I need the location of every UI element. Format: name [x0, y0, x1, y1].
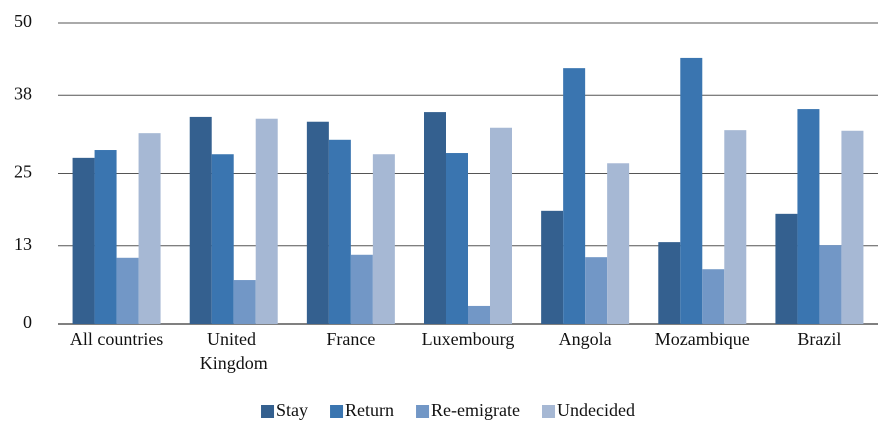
bar	[841, 130, 864, 324]
legend-label: Re-emigrate	[431, 400, 520, 420]
x-tick-label: All countries	[70, 329, 163, 349]
bar	[563, 68, 586, 325]
y-tick-label: 25	[14, 162, 32, 182]
bar	[211, 154, 234, 324]
bar	[702, 269, 725, 324]
bar	[116, 257, 139, 324]
bar	[658, 242, 681, 324]
bar	[680, 57, 703, 324]
legend-swatch	[542, 405, 556, 418]
bar	[724, 130, 747, 324]
legend-label: Undecided	[557, 400, 635, 420]
legend-swatch	[330, 405, 344, 418]
x-tick-label: Mozambique	[655, 329, 750, 349]
bar	[797, 109, 820, 324]
bar	[138, 133, 161, 324]
x-tick-label: Brazil	[797, 329, 841, 349]
legend-label: Stay	[276, 400, 308, 420]
x-tick-label: Angola	[559, 329, 612, 349]
bar	[490, 127, 512, 324]
legend-swatch	[416, 405, 430, 418]
bar	[541, 210, 564, 324]
bar	[819, 245, 842, 324]
x-tick-label: Luxembourg	[422, 329, 515, 349]
bar	[446, 153, 468, 324]
bar	[585, 257, 608, 324]
y-tick-label: 38	[14, 83, 32, 103]
legend-swatch	[261, 405, 275, 418]
bar	[72, 157, 95, 324]
bar	[350, 254, 373, 324]
bar	[94, 150, 117, 324]
y-tick-label: 0	[23, 312, 32, 332]
x-tick-label: United Kingdom	[200, 329, 268, 373]
legend-label: Return	[345, 400, 394, 420]
bar	[607, 163, 630, 324]
legend: Stay Return Re-emigrate Undecided	[261, 400, 635, 420]
bar	[328, 139, 351, 324]
x-tick-label: France	[326, 329, 375, 349]
bar	[189, 116, 212, 324]
bar	[233, 280, 256, 324]
y-tick-label: 50	[14, 11, 32, 31]
bar	[468, 305, 490, 324]
y-tick-label: 13	[14, 234, 32, 254]
bar	[775, 213, 798, 324]
bar	[306, 121, 329, 324]
bar	[372, 154, 395, 324]
bar	[424, 112, 446, 324]
bar	[255, 118, 278, 324]
